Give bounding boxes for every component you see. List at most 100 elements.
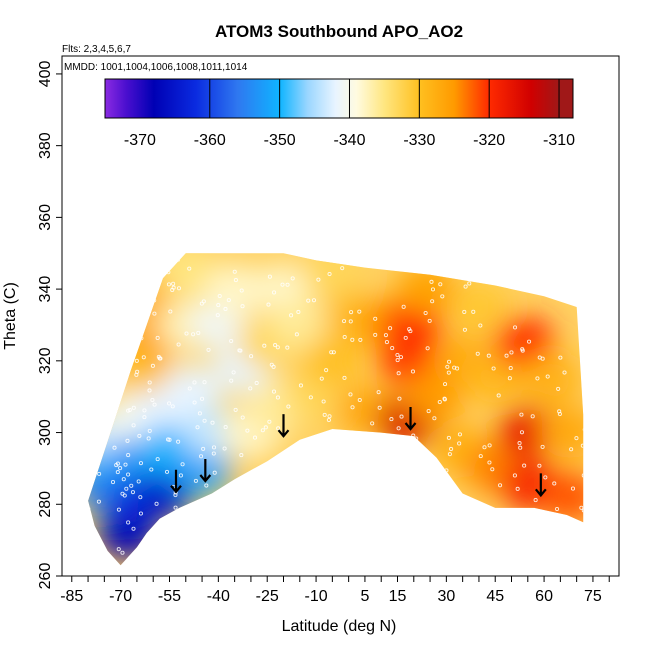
chart-subtitle-dates: MMDD: 1001,1004,1006,1008,1011,1014 [64, 62, 248, 73]
sample-dot [327, 271, 332, 277]
sample-dot [96, 499, 101, 504]
sample-dot [357, 309, 362, 314]
sample-dot [116, 547, 121, 552]
sample-dot [389, 417, 394, 422]
sample-dot [134, 372, 139, 377]
sample-dot [192, 400, 197, 405]
sample-dot [245, 428, 250, 433]
sample-dot [397, 396, 402, 401]
sample-dot [138, 461, 144, 466]
sample-dot [191, 332, 196, 337]
colorbar-tick-label: -310 [543, 132, 575, 149]
sample-dot [285, 282, 290, 287]
sample-dot [126, 520, 131, 525]
sample-dot [319, 376, 324, 381]
sample-dot [537, 463, 542, 468]
sample-dot [124, 486, 129, 491]
sample-dot [141, 355, 146, 360]
sample-dot [229, 378, 234, 383]
sample-dot [254, 380, 259, 386]
sample-dot [252, 435, 258, 440]
sample-dot [467, 281, 472, 286]
sample-dot [131, 405, 136, 410]
sample-dot [342, 334, 347, 340]
sample-dot [260, 428, 265, 433]
sample-dot [344, 255, 349, 260]
sample-dot [239, 453, 244, 458]
sample-dot [286, 404, 291, 409]
sample-dot [562, 370, 567, 375]
sample-dot [519, 430, 525, 435]
sample-dot [306, 298, 311, 303]
sample-dot [142, 415, 147, 420]
sample-dot [463, 284, 468, 289]
sample-dot [170, 287, 175, 293]
sample-dot [446, 435, 451, 440]
sample-dot [168, 309, 173, 314]
sample-dot [446, 370, 451, 375]
sample-dot [201, 299, 206, 304]
sample-dot [311, 298, 317, 303]
y-tick-label: 400 [37, 60, 54, 87]
sample-dot [530, 414, 535, 419]
colorbar-ticks: -370 -360 -350 -340 -330 -320 -310 [124, 132, 575, 149]
sample-dot [211, 445, 217, 450]
sample-dot [180, 462, 185, 467]
sample-dot [233, 278, 238, 283]
arrow-markers [170, 407, 547, 498]
sample-dot [147, 388, 152, 393]
sample-dot [193, 478, 198, 483]
sample-dot [358, 337, 363, 342]
sample-dot [533, 498, 538, 503]
sample-dot [222, 446, 227, 451]
sample-dot [535, 376, 540, 381]
sample-dot [321, 399, 326, 404]
sample-dot [430, 299, 435, 304]
sample-dot [280, 282, 285, 287]
sample-dot [342, 375, 347, 380]
sample-dot [167, 401, 172, 406]
y-tick-label: 300 [37, 419, 54, 446]
chart-subtitle-flights: Flts: 2,3,4,5,6,7 [62, 44, 131, 55]
sample-dot [296, 309, 301, 315]
sample-dot [195, 425, 200, 430]
sample-dot [580, 443, 584, 448]
sample-dot [146, 436, 151, 441]
sample-dot [445, 364, 450, 369]
colorbar-tick-label: -350 [264, 132, 296, 149]
sample-dot [322, 412, 327, 417]
sample-dot [410, 369, 416, 374]
sample-dot [289, 313, 294, 318]
sample-dot [294, 332, 299, 337]
sample-dot [581, 473, 584, 478]
sample-dot [482, 445, 487, 450]
sample-dot [490, 467, 495, 472]
heatmap-cell [448, 281, 509, 334]
sample-dot [486, 353, 491, 358]
colorbar-tick-label: -360 [194, 132, 226, 149]
sample-dot [129, 483, 134, 488]
y-tick-label: 340 [37, 276, 54, 303]
sample-dot [512, 325, 518, 330]
sample-dot [395, 352, 400, 358]
heatmap-cell [403, 370, 464, 423]
heatmap-cell [269, 298, 330, 351]
arrow-head [534, 488, 547, 498]
sample-dot [215, 313, 220, 318]
sample-dot [240, 304, 245, 309]
sample-dot [105, 423, 110, 429]
sample-dot [144, 313, 149, 318]
sample-dot [150, 363, 155, 368]
sample-dot [396, 371, 401, 376]
sample-dot [519, 412, 524, 417]
sample-dot [197, 411, 202, 416]
sample-dot [390, 346, 395, 351]
y-tick-label: 380 [37, 132, 54, 159]
sample-dot [457, 441, 462, 446]
sample-dot [439, 271, 444, 276]
sample-dot [199, 454, 204, 459]
sample-dot [447, 359, 452, 364]
sample-dot [401, 304, 406, 309]
sample-dot [263, 425, 268, 430]
sample-dot [540, 444, 545, 449]
